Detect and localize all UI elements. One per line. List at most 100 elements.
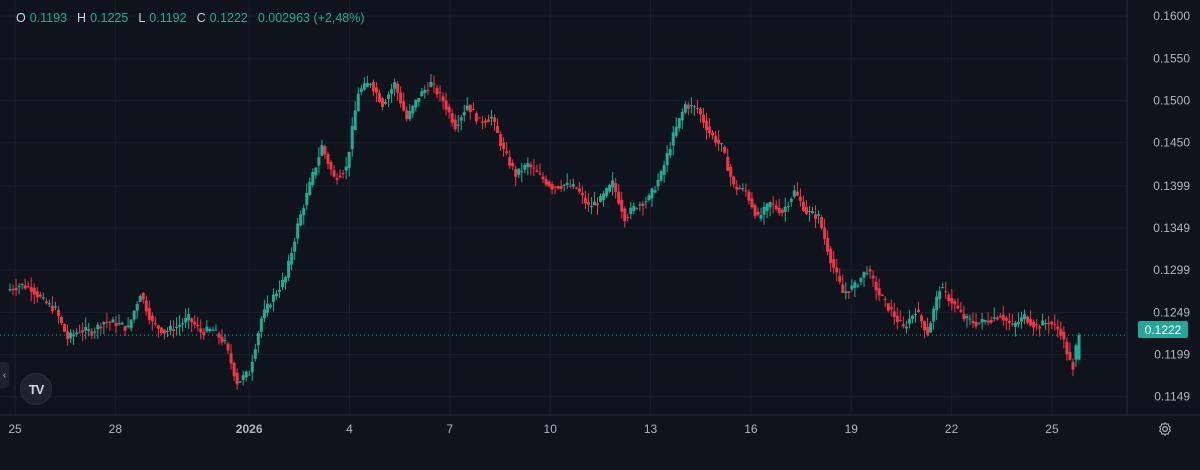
candle-body xyxy=(32,287,36,295)
candle-body xyxy=(1068,352,1072,360)
tradingview-logo-icon[interactable]: TV xyxy=(20,373,52,405)
candle-body xyxy=(1053,324,1057,326)
candle-body xyxy=(626,216,630,218)
y-tick-label: 0.1500 xyxy=(1153,94,1190,108)
candle-body xyxy=(44,301,48,304)
candle-body xyxy=(274,293,278,297)
candle-body xyxy=(84,326,88,331)
candle-body xyxy=(162,329,166,334)
candle-body xyxy=(1019,317,1023,322)
candle-body xyxy=(771,203,775,205)
candle-body xyxy=(417,98,421,102)
candle-body xyxy=(547,181,551,187)
candle-body xyxy=(765,203,769,212)
candle-body xyxy=(214,329,218,331)
close-value: 0.1222 xyxy=(209,11,248,25)
candle-body xyxy=(59,316,63,323)
candle-body xyxy=(617,191,621,204)
candle-body xyxy=(350,125,354,150)
candle-body xyxy=(490,116,494,119)
candle-body xyxy=(317,157,321,166)
candle-body xyxy=(589,206,593,208)
candle-body xyxy=(1035,324,1039,326)
candle-body xyxy=(187,314,191,321)
candle-body xyxy=(147,308,151,320)
candle-body xyxy=(384,102,388,104)
candle-body xyxy=(865,273,869,275)
candle-body xyxy=(438,92,442,94)
candle-body xyxy=(1071,362,1075,370)
candle-body xyxy=(998,316,1002,318)
candle-body xyxy=(353,110,357,131)
candle-body xyxy=(720,143,724,145)
candle-body xyxy=(880,294,884,296)
candle-body xyxy=(265,303,269,313)
candle-body xyxy=(126,325,130,328)
candle-body xyxy=(629,207,633,215)
candle-body xyxy=(1062,331,1066,340)
gear-icon[interactable] xyxy=(1156,420,1174,438)
candle-body xyxy=(453,119,457,130)
candle-body xyxy=(150,315,154,322)
candle-body xyxy=(462,112,466,116)
candle-body xyxy=(714,136,718,143)
candle-body xyxy=(829,248,833,264)
candle-body xyxy=(408,111,412,120)
candle-body xyxy=(850,285,854,290)
candle-body xyxy=(783,206,787,212)
candle-body xyxy=(1041,320,1045,326)
candle-body xyxy=(1044,323,1048,325)
candle-body xyxy=(932,308,936,322)
candle-body xyxy=(868,269,872,272)
candle-body xyxy=(393,82,397,89)
candle-body xyxy=(723,146,727,153)
candle-body xyxy=(632,205,636,212)
candle-body xyxy=(426,89,430,91)
candle-body xyxy=(659,171,663,181)
candle-body xyxy=(756,211,760,215)
low-label: L xyxy=(138,11,146,25)
candle-body xyxy=(241,375,245,380)
candle-body xyxy=(26,286,30,288)
candle-body xyxy=(841,284,845,293)
candle-body xyxy=(650,188,654,199)
candle-body xyxy=(871,275,875,279)
candle-body xyxy=(1074,345,1078,360)
current-price-badge: 0.1222 xyxy=(1138,321,1188,338)
candle-body xyxy=(459,117,463,121)
candle-body xyxy=(11,289,15,291)
candle-body xyxy=(968,318,972,320)
candle-body xyxy=(974,322,978,327)
candle-body xyxy=(474,113,478,122)
candle-body xyxy=(223,340,227,342)
candle-body xyxy=(368,84,372,86)
candle-body xyxy=(238,381,242,383)
candle-body xyxy=(995,317,999,320)
candle-body xyxy=(938,291,942,300)
candle-body xyxy=(638,204,642,206)
candle-body xyxy=(732,176,736,185)
candle-body xyxy=(550,184,554,190)
x-tick-label: 25 xyxy=(1045,422,1059,436)
candle-body xyxy=(165,331,169,333)
chart-grid xyxy=(0,0,1127,415)
candle-body xyxy=(178,324,182,327)
candle-body xyxy=(574,187,578,189)
ohlc-legend: O 0.1193 H 0.1225 L 0.1192 C 0.1222 0.002963… xyxy=(16,11,371,25)
candle-body xyxy=(656,180,660,187)
candle-body xyxy=(387,94,391,99)
collapse-panel-button[interactable]: ‹ xyxy=(0,362,9,388)
candle-body xyxy=(332,170,336,177)
candle-body xyxy=(941,287,945,289)
candle-body xyxy=(862,271,866,278)
candle-body xyxy=(499,134,503,146)
candle-body xyxy=(947,294,951,302)
candle-body xyxy=(14,287,18,291)
candle-body xyxy=(468,104,472,113)
candle-body xyxy=(980,318,984,323)
y-tick-label: 0.1600 xyxy=(1153,9,1190,23)
candle-body xyxy=(1032,321,1036,328)
candle-body xyxy=(895,315,899,322)
candle-body xyxy=(75,332,79,335)
